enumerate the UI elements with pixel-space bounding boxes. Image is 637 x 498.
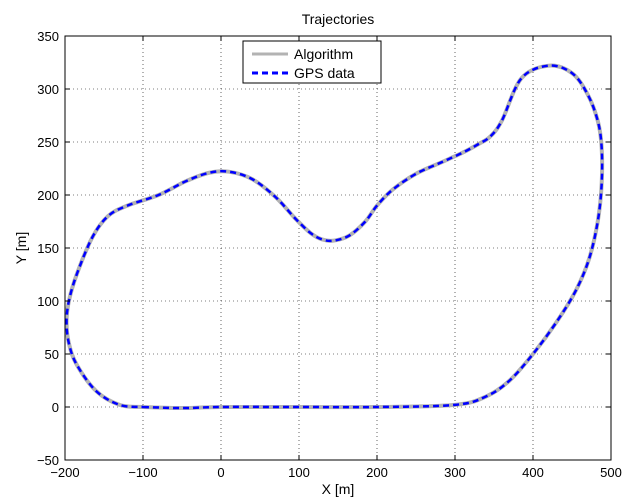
series-layer: [64, 63, 605, 411]
axis-ticks: −200 −100 0 100 200 300 400 500 −50 0 50 100 150 200 2…: [37, 29, 622, 480]
x-tick-label: −100: [128, 465, 157, 480]
y-tick-label: 350: [37, 29, 59, 44]
x-tick-label: 100: [288, 465, 310, 480]
legend-label-gps-data: GPS data: [294, 65, 355, 81]
x-axis-label: X [m]: [322, 481, 355, 497]
y-tick-label: 250: [37, 135, 59, 150]
y-tick-label: −50: [37, 453, 59, 468]
x-tick-label: 300: [444, 465, 466, 480]
x-tick-label: 400: [522, 465, 544, 480]
x-tick-label: 500: [600, 465, 622, 480]
y-tick-label: 50: [45, 347, 59, 362]
x-tick-label: −200: [50, 465, 79, 480]
y-tick-label: 100: [37, 294, 59, 309]
legend-box: [242, 40, 382, 84]
grid-lines: [65, 36, 611, 460]
legend: Algorithm GPS data: [242, 40, 382, 84]
series-line-gps-data: [65, 64, 604, 410]
y-tick-label: 200: [37, 188, 59, 203]
y-tick-label: 300: [37, 82, 59, 97]
y-axis-label: Y [m]: [13, 232, 29, 264]
x-tick-label: 0: [217, 465, 224, 480]
y-tick-label: 0: [52, 400, 59, 415]
chart-title: Trajectories: [302, 11, 375, 27]
y-tick-label: 150: [37, 241, 59, 256]
legend-label-algorithm: Algorithm: [294, 46, 353, 62]
x-tick-label: 200: [366, 465, 388, 480]
